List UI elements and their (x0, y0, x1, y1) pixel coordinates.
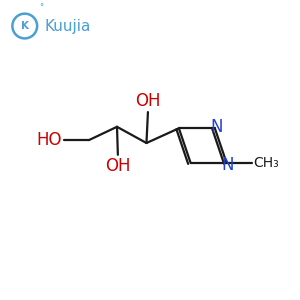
Text: N: N (210, 118, 223, 136)
Text: K: K (21, 21, 29, 31)
Text: °: ° (39, 3, 43, 12)
Text: HO: HO (36, 131, 62, 149)
Text: CH₃: CH₃ (253, 156, 279, 170)
Text: OH: OH (105, 157, 130, 175)
Text: OH: OH (135, 92, 161, 110)
Text: N: N (222, 156, 234, 174)
Text: Kuujia: Kuujia (44, 19, 91, 34)
